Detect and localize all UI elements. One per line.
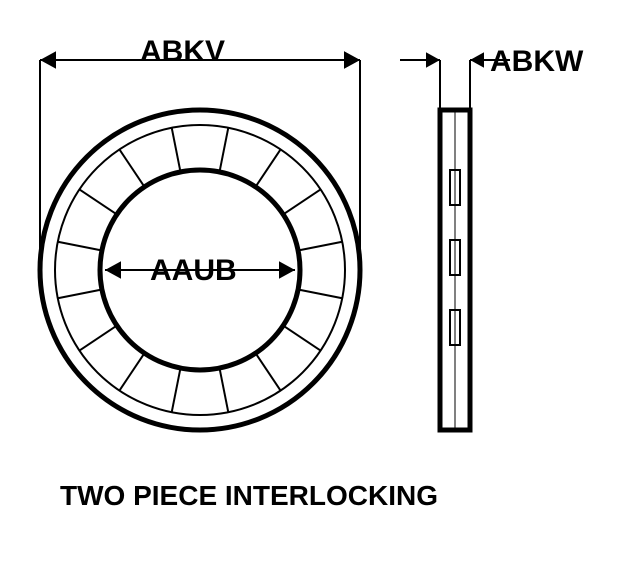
dim-label-thickness: ABKW (490, 45, 583, 79)
technical-drawing (0, 0, 624, 563)
dim-label-outer: ABKV (140, 35, 225, 69)
dim-label-inner: AAUB (150, 254, 237, 288)
figure-caption: TWO PIECE INTERLOCKING (60, 480, 438, 512)
